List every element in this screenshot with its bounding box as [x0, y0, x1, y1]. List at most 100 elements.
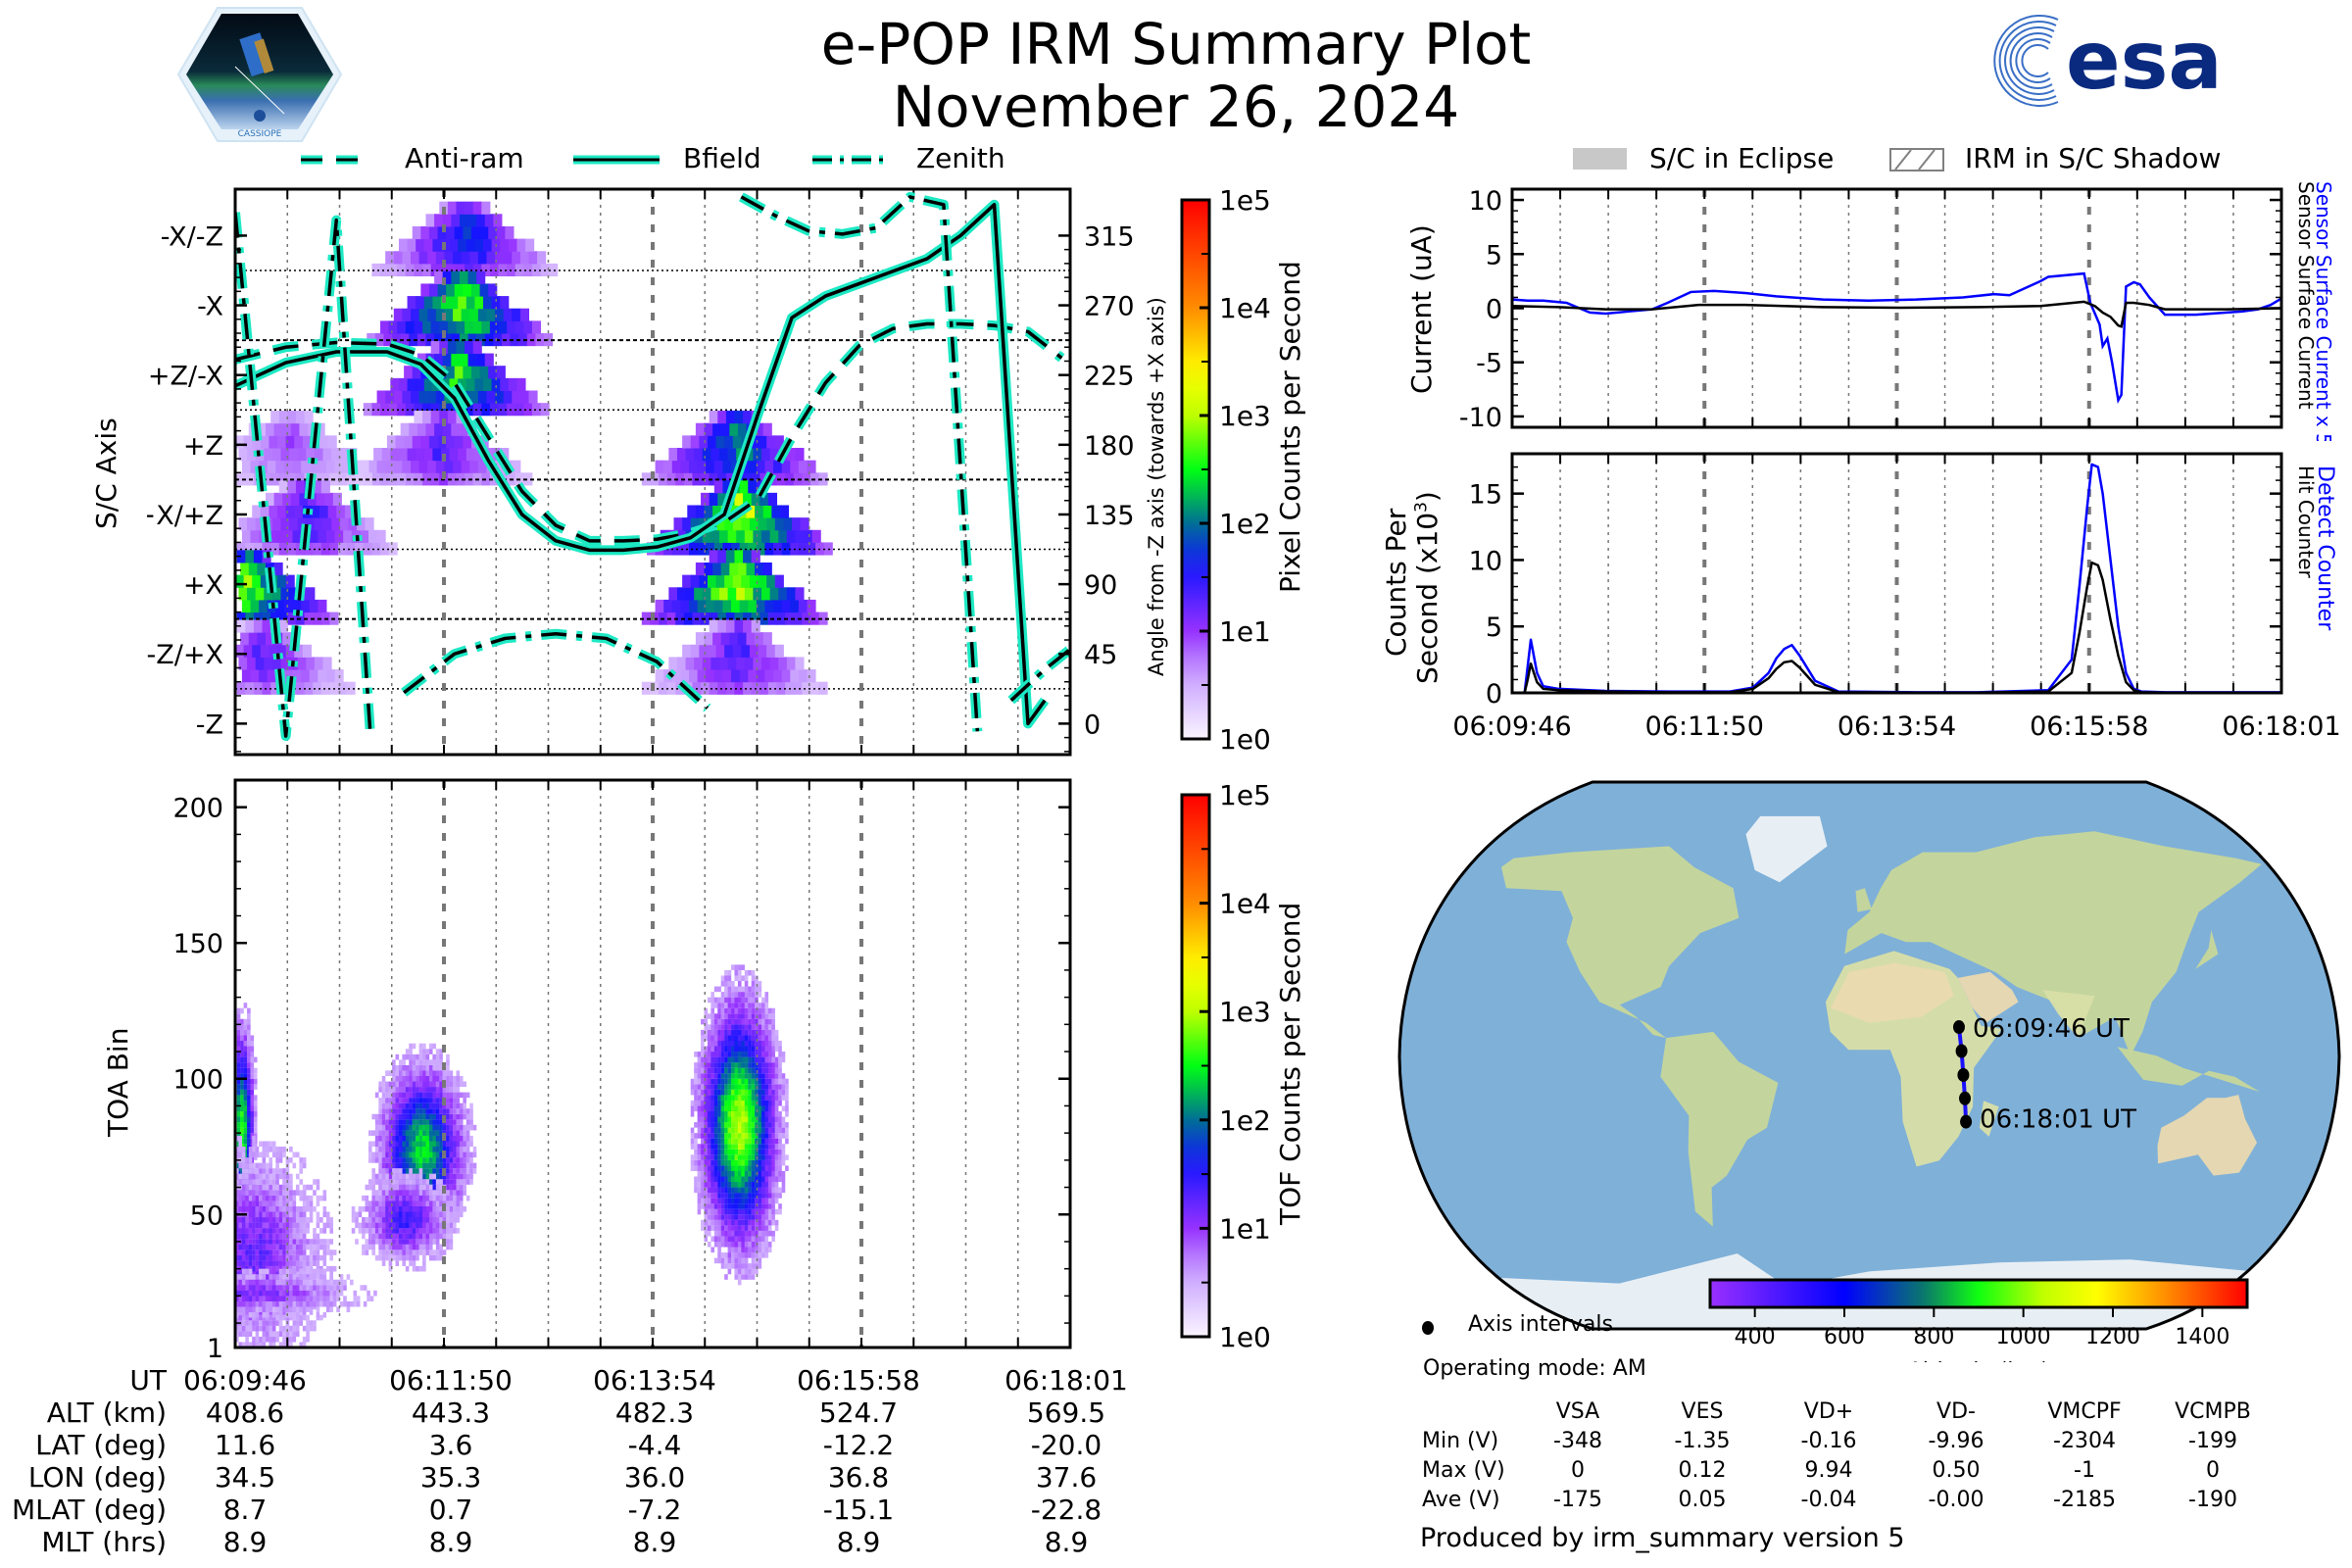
sc-axis-heatmap-cell — [420, 435, 430, 449]
toa-heatmap-cell — [771, 1176, 775, 1183]
toa-heatmap-cell — [402, 1250, 406, 1255]
toa-heatmap-cell — [697, 1100, 702, 1106]
toa-heatmap-cell — [271, 1296, 276, 1301]
toa-heatmap-cell — [734, 1138, 739, 1145]
toa-heatmap-cell — [717, 1024, 721, 1030]
toa-heatmap-cell — [710, 1127, 714, 1134]
sc-axis-heatmap-cell — [769, 587, 779, 601]
toa-heatmap-cell — [717, 1247, 721, 1253]
toa-heatmap-cell — [737, 986, 742, 993]
sc-axis-heatmap-cell — [512, 460, 521, 473]
toa-heatmap-cell — [289, 1285, 293, 1291]
toa-heatmap-cell — [313, 1205, 317, 1212]
toa-heatmap-cell — [302, 1336, 307, 1343]
toa-heatmap-cell — [299, 1239, 304, 1245]
toa-heatmap-cell — [236, 1035, 241, 1042]
sc-axis-heatmap-cell — [807, 599, 816, 613]
sc-axis-heatmap-cell — [755, 505, 764, 518]
toa-heatmap-cell — [727, 1165, 732, 1171]
sc-axis-heatmap-cell — [311, 505, 320, 518]
toa-heatmap-cell — [724, 1263, 728, 1269]
toa-heatmap-cell — [710, 1029, 714, 1036]
toa-heatmap-cell — [694, 1154, 698, 1160]
toa-heatmap-cell — [371, 1113, 376, 1120]
toa-heatmap-cell — [325, 1211, 330, 1218]
toa-heatmap-cell — [727, 981, 732, 987]
toa-heatmap-cell — [710, 1236, 714, 1243]
toa-heatmap-cell — [265, 1233, 270, 1240]
toa-heatmap-cell — [734, 1193, 739, 1199]
toa-heatmap-cell — [731, 964, 735, 970]
toa-heatmap-cell — [306, 1260, 310, 1266]
toa-heatmap-cell — [259, 1141, 263, 1148]
toa-heatmap-cell — [269, 1239, 273, 1245]
toa-heatmap-cell — [388, 1211, 393, 1218]
toa-heatmap-cell — [409, 1059, 413, 1065]
sc-axis-heatmap-cell — [306, 447, 316, 462]
toa-heatmap-cell — [446, 1098, 450, 1103]
toa-heatmap-cell — [761, 1024, 765, 1030]
toa-heatmap-cell — [744, 1219, 749, 1226]
sc-axis-heatmap-cell — [773, 599, 783, 613]
toa-heatmap-cell — [243, 1084, 248, 1090]
toa-heatmap-cell — [388, 1173, 393, 1180]
toa-heatmap-cell — [416, 1087, 419, 1093]
toa-heatmap-cell — [278, 1217, 283, 1223]
toa-heatmap-cell — [767, 1116, 772, 1123]
toa-heatmap-cell — [446, 1239, 450, 1245]
toa-heatmap-cell — [761, 1241, 765, 1248]
sc-axis-heatmap-cell — [449, 377, 459, 392]
toa-heatmap-cell — [422, 1113, 426, 1120]
sc-axis-heatmap-cell — [776, 681, 786, 695]
toa-heatmap-cell — [707, 1165, 711, 1171]
toa-heatmap-cell — [737, 969, 742, 976]
sc-axis-heatmap-cell — [280, 447, 290, 462]
sc-axis-heatmap-cell — [519, 308, 529, 321]
sc-axis-heatmap-cell — [282, 422, 292, 436]
toa-heatmap-cell — [262, 1239, 267, 1245]
toa-heatmap-cell — [252, 1265, 256, 1272]
toa-heatmap-cell — [710, 1003, 714, 1008]
toa-heatmap-cell — [727, 1073, 732, 1079]
toa-heatmap-cell — [758, 1133, 762, 1139]
toa-heatmap-cell — [388, 1222, 393, 1229]
sc-axis-heatmap-cell — [314, 657, 324, 670]
toa-heatmap-cell — [720, 1230, 725, 1237]
toa-heatmap-cell — [247, 1095, 251, 1101]
toa-heatmap-cell — [248, 1168, 253, 1174]
sc-axis-heatmap-cell — [732, 435, 742, 449]
toa-heatmap-cell — [724, 1159, 728, 1166]
toa-heatmap-cell — [755, 1263, 759, 1269]
sc-axis-heatmap-cell — [459, 353, 469, 367]
toa-heatmap-cell — [243, 1105, 248, 1112]
sc-axis-heatmap-cell — [402, 390, 412, 404]
toa-heatmap-cell — [316, 1211, 320, 1218]
sc-axis-heatmap-cell — [739, 599, 749, 613]
toa-heatmap-cell — [388, 1228, 393, 1234]
sc-axis-heatmap-cell — [769, 657, 779, 670]
toa-heatmap-cell — [416, 1075, 419, 1082]
sc-axis-heatmap-cell — [325, 669, 336, 683]
toa-heatmap-cell — [358, 1228, 363, 1234]
toa-heatmap-cell — [255, 1331, 260, 1337]
sc-axis-heatmap-cell — [271, 447, 281, 462]
sc-axis-heatmap-cell — [294, 505, 304, 518]
toa-heatmap-cell — [319, 1279, 323, 1286]
toa-heatmap-cell — [697, 1127, 702, 1134]
toa-heatmap-cell — [269, 1342, 273, 1348]
toa-heatmap-cell — [761, 1247, 765, 1253]
toa-heatmap-cell — [456, 1141, 461, 1148]
toa-heatmap-cell — [405, 1054, 410, 1060]
sc-axis-heatmap-cell — [454, 225, 464, 240]
toa-heatmap-cell — [295, 1250, 300, 1255]
toa-heatmap-cell — [248, 1250, 253, 1255]
toa-heatmap-cell — [737, 1133, 742, 1139]
toa-heatmap-cell — [422, 1195, 426, 1201]
toa-heatmap-cell — [456, 1124, 461, 1131]
toa-heatmap-cell — [282, 1179, 286, 1185]
toa-heatmap-cell — [247, 1133, 251, 1139]
toa-heatmap-cell — [707, 1219, 711, 1226]
toa-heatmap-cell — [355, 1222, 359, 1229]
toa-heatmap-cell — [435, 1217, 440, 1223]
toa-heatmap-cell — [418, 1049, 423, 1054]
